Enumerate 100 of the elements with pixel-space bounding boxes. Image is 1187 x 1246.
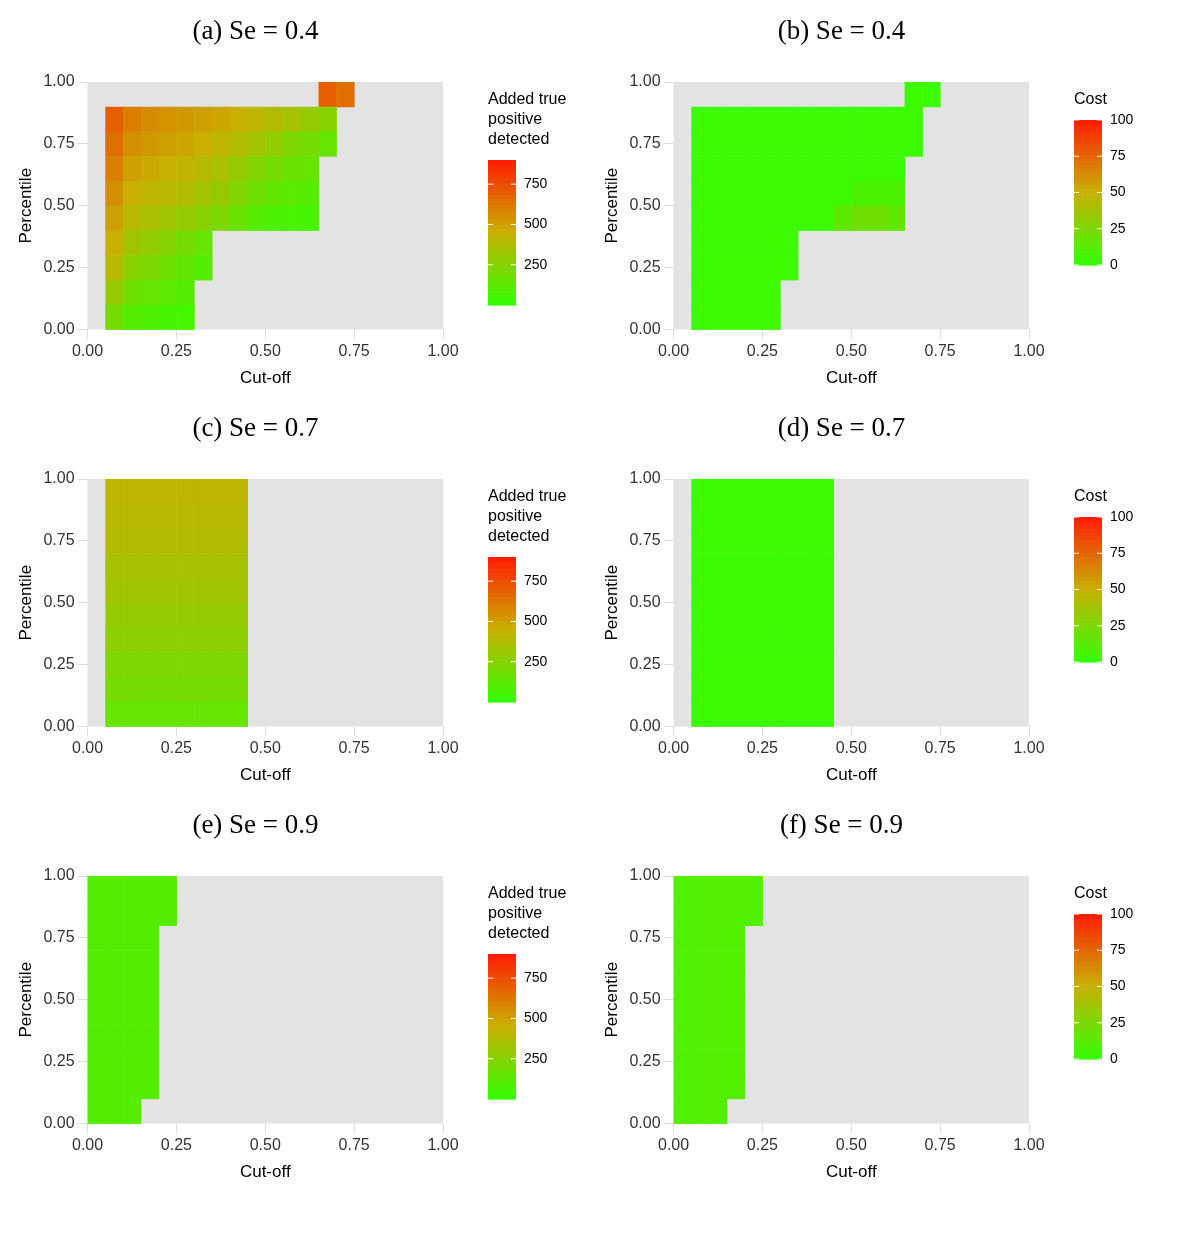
color-bar-label: 250	[524, 652, 548, 669]
color-bar-label: 0	[1110, 652, 1118, 669]
color-bar-title: Cost	[1074, 884, 1108, 902]
chart-title: (b) Se = 0.4	[776, 14, 907, 47]
x-tick-label: 0.00	[657, 739, 690, 757]
y-tick-label: 1.00	[43, 72, 75, 90]
y-tick-label: 0.00	[43, 1113, 75, 1131]
chart-title: (a) Se = 0.4	[191, 14, 320, 47]
x-tick-label: 1.00	[1013, 342, 1045, 360]
x-tick-label: 1.00	[427, 342, 459, 360]
y-tick-label: 0.75	[629, 134, 661, 152]
color-bar-label: 25	[1110, 1013, 1126, 1030]
y-tick-label: 0.75	[629, 531, 661, 549]
y-tick-label: 0.25	[43, 1051, 75, 1069]
y-axis-title: Percentile	[601, 167, 621, 244]
x-axis-title: Cut-off	[239, 765, 291, 785]
chart-title: (f) Se = 0.9	[778, 808, 905, 841]
y-tick-label: 0.25	[629, 1051, 661, 1069]
color-bar-label: 100	[1110, 507, 1134, 524]
color-bar-label: 25	[1110, 219, 1126, 236]
x-tick-label: 0.75	[924, 1136, 956, 1154]
y-tick-label: 0.75	[629, 928, 661, 946]
x-tick-label: 0.50	[835, 342, 867, 360]
x-tick-label: 0.75	[338, 342, 370, 360]
x-tick-label: 0.50	[835, 1136, 867, 1154]
x-tick-label: 0.00	[71, 1136, 104, 1154]
color-bar-title: Added true positive detected	[488, 90, 567, 148]
y-tick-label: 0.50	[629, 196, 661, 214]
y-tick-label: 1.00	[43, 866, 75, 884]
x-axis-title: Cut-off	[239, 368, 291, 388]
x-tick-label: 0.25	[746, 1136, 779, 1154]
y-tick-label: 1.00	[43, 469, 75, 487]
x-tick-label: 0.25	[746, 739, 779, 757]
color-bar-title: Added true positive detected	[488, 884, 567, 942]
color-bar-label: 50	[1110, 977, 1126, 994]
y-tick-label: 0.00	[629, 1113, 661, 1131]
x-axis-title: Cut-off	[825, 368, 877, 388]
x-tick-label: 0.50	[249, 1136, 281, 1154]
x-tick-label: 0.50	[249, 342, 281, 360]
x-tick-label: 0.50	[249, 739, 281, 757]
color-bar-label: 250	[524, 255, 548, 272]
y-tick-label: 1.00	[629, 72, 661, 90]
y-tick-label: 1.00	[629, 866, 661, 884]
y-tick-label: 0.00	[629, 716, 661, 734]
x-tick-label: 1.00	[427, 739, 459, 757]
x-tick-label: 0.25	[160, 342, 193, 360]
x-axis-title: Cut-off	[825, 1162, 877, 1182]
color-bar-label: 500	[524, 612, 548, 629]
color-bar-label: 500	[524, 1009, 548, 1026]
x-tick-label: 0.00	[657, 342, 690, 360]
x-axis-title: Cut-off	[239, 1162, 291, 1182]
x-tick-label: 0.25	[160, 739, 193, 757]
y-tick-label: 0.25	[629, 654, 661, 672]
x-tick-label: 0.00	[657, 1136, 690, 1154]
color-bar-label: 750	[524, 572, 548, 589]
y-tick-label: 0.50	[43, 990, 75, 1008]
x-tick-label: 0.25	[160, 1136, 193, 1154]
y-tick-label: 0.25	[43, 654, 75, 672]
x-tick-label: 0.75	[338, 739, 370, 757]
color-bar-label: 0	[1110, 255, 1118, 272]
color-bar-label: 75	[1110, 147, 1126, 164]
color-bar-label: 25	[1110, 616, 1126, 633]
y-tick-label: 0.50	[629, 990, 661, 1008]
y-tick-label: 0.00	[43, 716, 75, 734]
color-bar-title: Added true positive detected	[488, 487, 567, 545]
x-tick-label: 0.75	[924, 739, 956, 757]
y-axis-title: Percentile	[15, 961, 35, 1038]
x-tick-label: 0.75	[924, 342, 956, 360]
chart-title: (d) Se = 0.7	[776, 411, 907, 444]
y-tick-label: 0.75	[43, 531, 75, 549]
x-tick-label: 1.00	[427, 1136, 459, 1154]
x-tick-label: 0.00	[71, 342, 104, 360]
y-tick-label: 0.00	[43, 319, 75, 337]
y-tick-label: 0.25	[43, 257, 75, 275]
color-bar-label: 50	[1110, 183, 1126, 200]
x-tick-label: 1.00	[1013, 739, 1045, 757]
x-tick-label: 0.25	[746, 342, 779, 360]
color-bar-label: 75	[1110, 544, 1126, 561]
color-bar-label: 250	[524, 1049, 548, 1066]
y-axis-title: Percentile	[15, 167, 35, 244]
x-tick-label: 0.00	[71, 739, 104, 757]
color-bar-label: 500	[524, 215, 548, 232]
x-tick-label: 1.00	[1013, 1136, 1045, 1154]
y-tick-label: 0.50	[43, 196, 75, 214]
color-bar-label: 750	[524, 969, 548, 986]
color-bar-title: Cost	[1074, 487, 1108, 505]
color-bar-label: 0	[1110, 1049, 1118, 1066]
y-tick-label: 0.75	[43, 928, 75, 946]
color-bar-label: 100	[1110, 110, 1134, 127]
y-tick-label: 0.50	[43, 593, 75, 611]
y-axis-title: Percentile	[601, 961, 621, 1038]
chart-title: (c) Se = 0.7	[191, 411, 320, 444]
chart-title: (e) Se = 0.9	[191, 808, 320, 841]
y-tick-label: 1.00	[629, 469, 661, 487]
y-tick-label: 0.50	[629, 593, 661, 611]
y-axis-title: Percentile	[601, 564, 621, 641]
color-bar-label: 50	[1110, 580, 1126, 597]
y-tick-label: 0.25	[629, 257, 661, 275]
x-tick-label: 0.75	[338, 1136, 370, 1154]
y-axis-title: Percentile	[15, 564, 35, 641]
